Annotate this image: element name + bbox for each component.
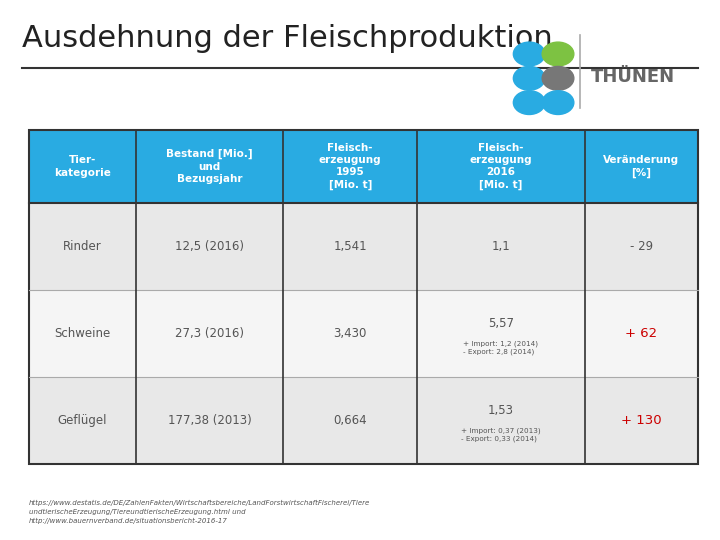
Circle shape (542, 42, 574, 66)
Text: Ausdehnung der Fleischproduktion: Ausdehnung der Fleischproduktion (22, 24, 552, 53)
Text: 3,430: 3,430 (333, 327, 367, 340)
Circle shape (513, 91, 545, 114)
Text: 1,1: 1,1 (492, 240, 510, 253)
Text: Tier-
kategorie: Tier- kategorie (54, 155, 111, 178)
Text: Fleisch-
erzeugung
2016
[Mio. t]: Fleisch- erzeugung 2016 [Mio. t] (469, 143, 532, 190)
Bar (29, 130, 698, 464)
Text: + 62: + 62 (626, 327, 657, 340)
Text: 1,541: 1,541 (333, 240, 367, 253)
Text: 12,5 (2016): 12,5 (2016) (175, 240, 244, 253)
Text: 177,38 (2013): 177,38 (2013) (168, 414, 251, 427)
Text: - 29: - 29 (630, 240, 653, 253)
Circle shape (513, 66, 545, 90)
Text: 0,664: 0,664 (333, 414, 367, 427)
Text: + 130: + 130 (621, 414, 662, 427)
Circle shape (513, 42, 545, 66)
Text: 5,57: 5,57 (488, 317, 514, 330)
Text: + Import: 1,2 (2014)
- Export: 2,8 (2014): + Import: 1,2 (2014) - Export: 2,8 (2014… (464, 340, 539, 355)
Text: Bestand [Mio.]
und
Bezugsjahr: Bestand [Mio.] und Bezugsjahr (166, 149, 253, 184)
Text: Rinder: Rinder (63, 240, 102, 253)
Text: Fleisch-
erzeugung
1995
[Mio. t]: Fleisch- erzeugung 1995 [Mio. t] (319, 143, 382, 190)
Text: + Import: 0,37 (2013)
- Export: 0,33 (2014): + Import: 0,37 (2013) - Export: 0,33 (20… (461, 427, 541, 442)
Circle shape (542, 91, 574, 114)
Text: 27,3 (2016): 27,3 (2016) (175, 327, 244, 340)
Bar (29, 203, 698, 291)
Bar (29, 130, 698, 203)
Bar (29, 291, 698, 377)
Bar (29, 377, 698, 464)
Text: https://www.destatis.de/DE/ZahlenFakten/Wirtschaftsbereiche/LandForstwirtschaftF: https://www.destatis.de/DE/ZahlenFakten/… (29, 501, 370, 524)
Text: 1,53: 1,53 (488, 404, 514, 417)
Text: Geflügel: Geflügel (58, 414, 107, 427)
Text: Veränderung
[%]: Veränderung [%] (603, 155, 680, 178)
Text: Schweine: Schweine (54, 327, 110, 340)
Text: THÜNEN: THÜNEN (590, 68, 675, 86)
Circle shape (542, 66, 574, 90)
